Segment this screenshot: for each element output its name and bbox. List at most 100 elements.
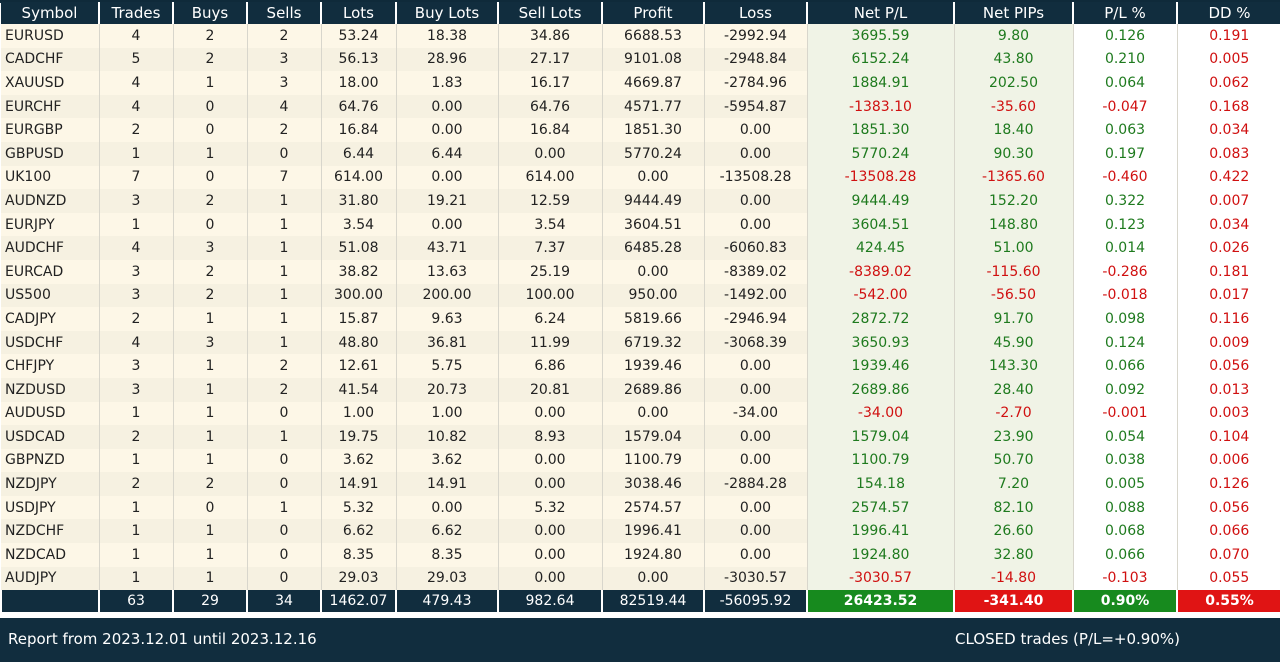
cell-net-pips: 32.80 <box>953 543 1073 567</box>
cell-buy-lots: 19.21 <box>395 189 498 213</box>
column-header-dd-percent[interactable]: DD % <box>1176 2 1280 24</box>
column-header-profit[interactable]: Profit <box>601 2 704 24</box>
cell-buy-lots: 0.00 <box>395 94 498 119</box>
cell-lots: 64.76 <box>320 94 396 119</box>
cell-dd-percent: 0.422 <box>1176 165 1280 190</box>
cell-net-pips: 202.50 <box>953 71 1073 95</box>
cell-symbol: UK100 <box>5 169 52 186</box>
cell-trades: 2 <box>98 307 173 331</box>
column-header-net-pips[interactable]: Net PIPs <box>953 2 1073 24</box>
cell-buys: 2 <box>172 24 247 48</box>
separator <box>0 615 1280 618</box>
cell-net-pips: 45.90 <box>953 330 1073 355</box>
table-row[interactable]: CADJPY 2 1 1 15.87 9.63 6.24 5819.66 -2946.94 287… <box>1 307 1280 331</box>
table-row[interactable]: EURCAD 3 2 1 38.82 13.63 25.19 0.00 -8389.02 -838… <box>1 259 1280 284</box>
cell-net-pl: -542.00 <box>806 283 954 308</box>
cell-net-pl: 1884.91 <box>806 71 954 95</box>
table-row[interactable]: NZDUSD 3 1 2 41.54 20.73 20.81 2689.86 0.00 2689.… <box>1 377 1280 402</box>
column-header-sells[interactable]: Sells <box>246 2 321 24</box>
cell-profit: 3038.46 <box>601 472 704 496</box>
cell-profit: 1100.79 <box>601 448 704 473</box>
cell-trades: 4 <box>98 94 173 119</box>
cell-dd-percent: 0.168 <box>1176 94 1280 119</box>
cell-sells: 3 <box>246 71 321 95</box>
cell-net-pl: 3604.51 <box>806 212 954 237</box>
table-header-row: Symbol Trades Buys Sells Lots Buy Lots Sell Lo… <box>1 2 1280 24</box>
table-row[interactable]: USDCHF 4 3 1 48.80 36.81 11.99 6719.32 -3068.39 3… <box>1 330 1280 355</box>
cell-profit: 4571.77 <box>601 94 704 119</box>
cell-trades: 1 <box>98 543 173 567</box>
table-row[interactable]: EURUSD 4 2 2 53.24 18.38 34.86 6688.53 -2992.94 3… <box>1 24 1280 48</box>
cell-loss: 0.00 <box>703 189 807 213</box>
cell-sells: 2 <box>246 377 321 402</box>
table-row[interactable]: EURGBP 2 0 2 16.84 0.00 16.84 1851.30 0.00 1851.3… <box>1 118 1280 142</box>
table-row[interactable]: AUDNZD 3 2 1 31.80 19.21 12.59 9444.49 0.00 9444.… <box>1 189 1280 213</box>
cell-dd-percent: 0.034 <box>1176 212 1280 237</box>
cell-symbol: EURGBP <box>5 122 63 139</box>
column-header-symbol[interactable]: Symbol <box>1 2 99 24</box>
table-row[interactable]: GBPNZD 1 1 0 3.62 3.62 0.00 1100.79 0.00 1100.79 5… <box>1 448 1280 473</box>
column-header-trades[interactable]: Trades <box>98 2 173 24</box>
cell-net-pl: 6152.24 <box>806 47 954 72</box>
table-row[interactable]: USDJPY 1 0 1 5.32 0.00 5.32 2574.57 0.00 2574.57 8… <box>1 495 1280 520</box>
table-row[interactable]: EURJPY 1 0 1 3.54 0.00 3.54 3604.51 0.00 3604.51 1… <box>1 212 1280 237</box>
cell-symbol: AUDCHF <box>5 240 64 257</box>
column-header-lots[interactable]: Lots <box>320 2 396 24</box>
table-row[interactable]: XAUUSD 4 1 3 18.00 1.83 16.17 4669.87 -2784.96 18… <box>1 71 1280 95</box>
table-row[interactable]: CHFJPY 3 1 2 12.61 5.75 6.86 1939.46 0.00 1939.46… <box>1 354 1280 378</box>
table-row[interactable]: NZDCAD 1 1 0 8.35 8.35 0.00 1924.80 0.00 1924.80 3… <box>1 543 1280 567</box>
cell-buys: 1 <box>172 307 247 331</box>
table-row[interactable]: UK100 7 0 7 614.00 0.00 614.00 0.00 -13508.28 -13… <box>1 165 1280 190</box>
cell-sells: 2 <box>246 354 321 378</box>
cell-pl-percent: 0.063 <box>1072 118 1177 142</box>
cell-buys: 2 <box>172 472 247 496</box>
cell-buy-lots: 28.96 <box>395 47 498 72</box>
cell-profit: 6719.32 <box>601 330 704 355</box>
cell-sell-lots: 34.86 <box>497 24 602 48</box>
cell-trades: 3 <box>98 259 173 284</box>
cell-trades: 3 <box>98 377 173 402</box>
cell-symbol: NZDUSD <box>5 381 66 398</box>
cell-profit: 1939.46 <box>601 354 704 378</box>
cell-pl-percent: 0.054 <box>1072 425 1177 449</box>
cell-buys: 1 <box>172 354 247 378</box>
cell-buy-lots: 29.03 <box>395 566 498 591</box>
cell-trades: 1 <box>98 566 173 591</box>
cell-loss: -34.00 <box>703 401 807 426</box>
column-header-buys[interactable]: Buys <box>172 2 247 24</box>
cell-loss: -2784.96 <box>703 71 807 95</box>
cell-buys: 1 <box>172 425 247 449</box>
cell-sells: 0 <box>246 543 321 567</box>
column-header-pl-percent[interactable]: P/L % <box>1072 2 1177 24</box>
table-row[interactable]: AUDJPY 1 1 0 29.03 29.03 0.00 0.00 -3030.57 -3030… <box>1 566 1280 591</box>
table-row[interactable]: US500 3 2 1 300.00 200.00 100.00 950.00 -1492.00… <box>1 283 1280 308</box>
cell-symbol: AUDJPY <box>5 570 57 587</box>
table-row[interactable]: AUDCHF 4 3 1 51.08 43.71 7.37 6485.28 -6060.83 42… <box>1 236 1280 260</box>
cell-pl-percent: 0.210 <box>1072 47 1177 72</box>
cell-trades: 1 <box>98 401 173 426</box>
table-row[interactable]: EURCHF 4 0 4 64.76 0.00 64.76 4571.77 -5954.87 -1… <box>1 94 1280 119</box>
table-row[interactable]: NZDJPY 2 2 0 14.91 14.91 0.00 3038.46 -2884.28 15… <box>1 472 1280 496</box>
cell-net-pips: -1365.60 <box>953 165 1073 190</box>
cell-trades: 2 <box>98 425 173 449</box>
table-row[interactable]: AUDUSD 1 1 0 1.00 1.00 0.00 0.00 -34.00 -34.00 -2.… <box>1 401 1280 426</box>
cell-sells: 2 <box>246 24 321 48</box>
cell-sell-lots: 8.93 <box>497 425 602 449</box>
column-header-loss[interactable]: Loss <box>703 2 807 24</box>
column-header-sell-lots[interactable]: Sell Lots <box>497 2 602 24</box>
cell-buys: 3 <box>172 236 247 260</box>
table-row[interactable]: GBPUSD 1 1 0 6.44 6.44 0.00 5770.24 0.00 5770.24 9… <box>1 141 1280 166</box>
table-row[interactable]: NZDCHF 1 1 0 6.62 6.62 0.00 1996.41 0.00 1996.41 2… <box>1 519 1280 544</box>
cell-net-pips: -2.70 <box>953 401 1073 426</box>
column-header-buy-lots[interactable]: Buy Lots <box>395 2 498 24</box>
column-header-net-pl[interactable]: Net P/L <box>806 2 954 24</box>
table-row[interactable]: CADCHF 5 2 3 56.13 28.96 27.17 9101.08 -2948.84 6… <box>1 47 1280 72</box>
cell-sell-lots: 16.17 <box>497 71 602 95</box>
table-row[interactable]: USDCAD 2 1 1 19.75 10.82 8.93 1579.04 0.00 1579.0… <box>1 425 1280 449</box>
cell-net-pips: 7.20 <box>953 472 1073 496</box>
cell-trades: 4 <box>98 71 173 95</box>
cell-net-pl: 5770.24 <box>806 141 954 166</box>
cell-net-pl: -1383.10 <box>806 94 954 119</box>
cell-trades: 7 <box>98 165 173 190</box>
cell-buy-lots: 20.73 <box>395 377 498 402</box>
